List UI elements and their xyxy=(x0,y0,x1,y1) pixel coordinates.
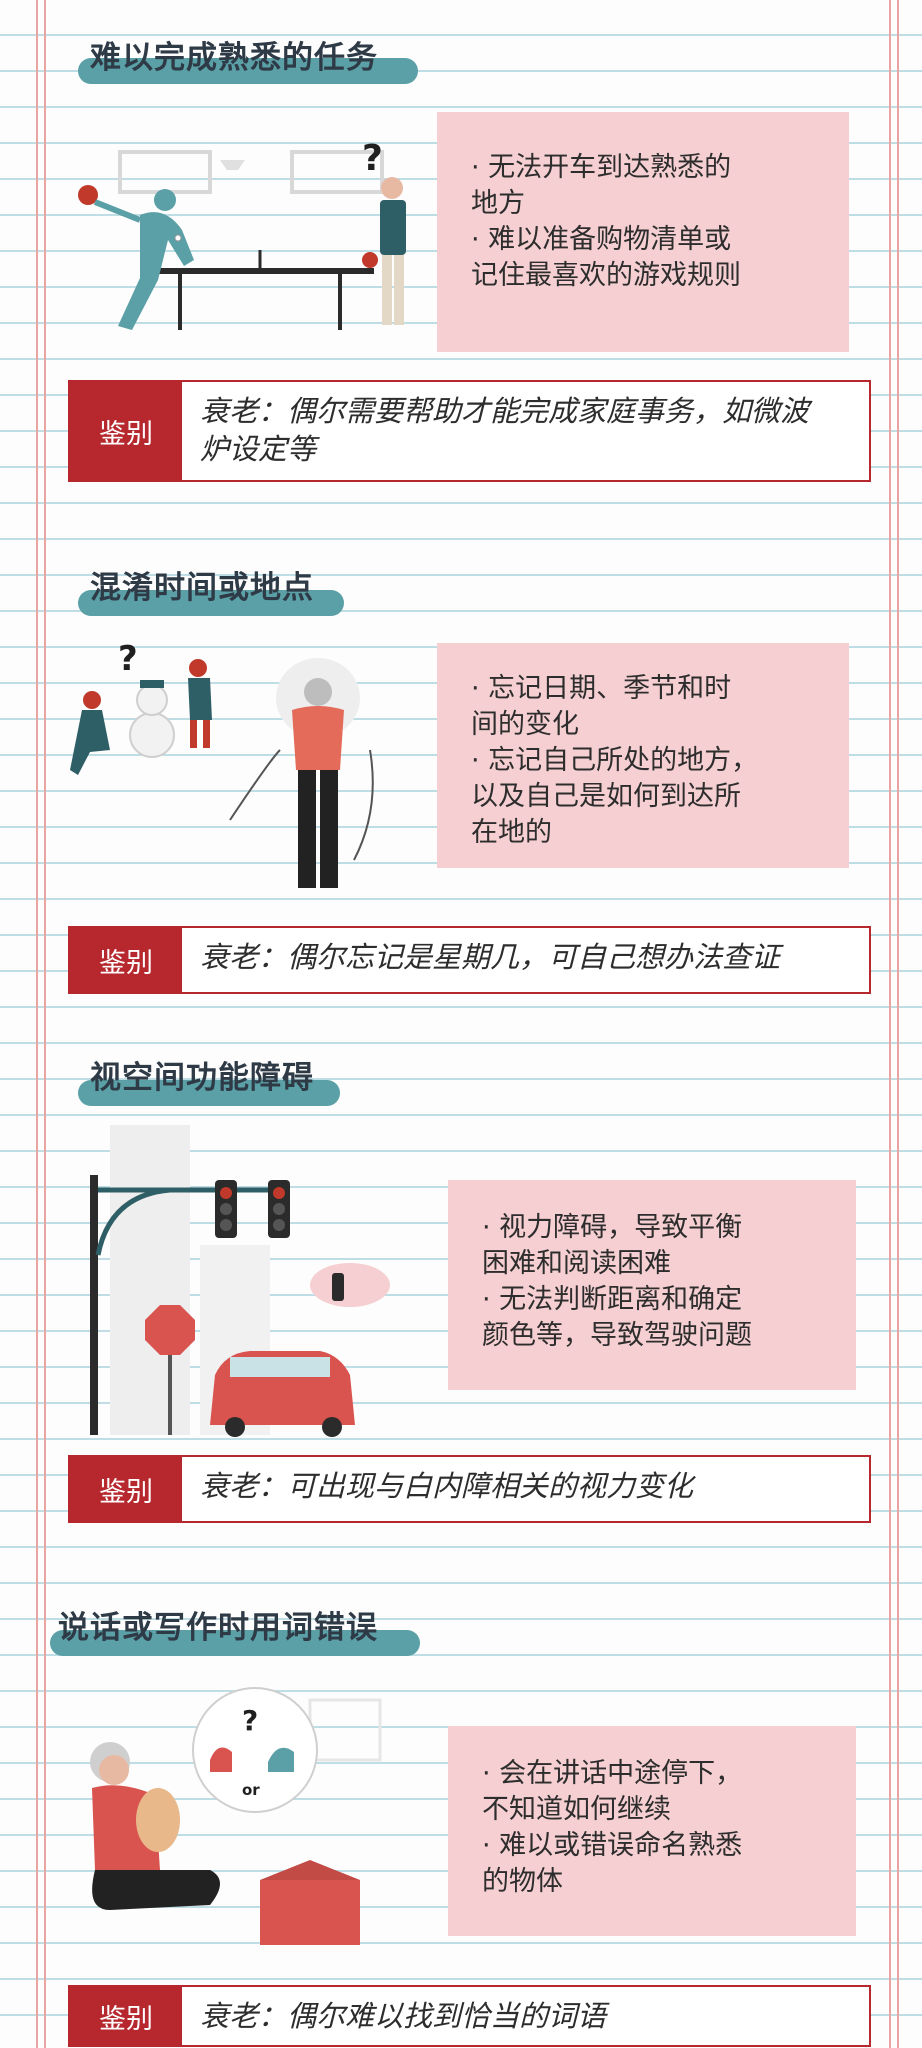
symptom-line: · 视力障碍，导致平衡 xyxy=(482,1212,743,1243)
identify-text: 衰老：偶尔忘记是星期几，可自己想办法查证 xyxy=(182,928,869,992)
symptom-line: 以及自己是如何到达所 xyxy=(471,781,741,812)
identify-line: 炉设定等 xyxy=(200,432,317,466)
identify-text: 衰老：偶尔难以找到恰当的词语 xyxy=(182,1987,869,2045)
section-title: 说话或写作时用词错误 xyxy=(58,1610,378,1646)
symptom-line: · 无法判断距离和确定 xyxy=(482,1284,743,1315)
svg-text:?: ? xyxy=(118,640,138,679)
section-title: 视空间功能障碍 xyxy=(90,1060,314,1096)
identify-line: 衰老：偶尔忘记是星期几，可自己想办法查证 xyxy=(200,940,781,974)
identify-text: 衰老：偶尔需要帮助才能完成家庭事务，如微波 炉设定等 xyxy=(182,382,869,480)
snowman-icon: ? xyxy=(70,640,374,888)
symptom-box: · 无法开车到达熟悉的 地方 · 难以准备购物清单或 记住最喜欢的游戏规则 xyxy=(437,112,849,352)
symptom-line: · 难以准备购物清单或 xyxy=(471,224,732,255)
identify-row: 鉴别 衰老：偶尔需要帮助才能完成家庭事务，如微波 炉设定等 xyxy=(68,380,871,482)
title-underline xyxy=(78,1080,340,1106)
identify-row: 鉴别 衰老：可出现与白内障相关的视力变化 xyxy=(68,1455,871,1523)
symptom-line: 间的变化 xyxy=(471,709,579,740)
svg-text:?: ? xyxy=(362,140,383,179)
symptom-line: 颜色等，导致驾驶问题 xyxy=(482,1320,752,1351)
identify-row: 鉴别 衰老：偶尔忘记是星期几，可自己想办法查证 xyxy=(68,926,871,994)
symptom-line: 地方 xyxy=(471,188,525,219)
section-title: 难以完成熟悉的任务 xyxy=(90,40,378,76)
identify-label: 鉴别 xyxy=(70,1987,182,2045)
symptom-line: · 无法开车到达熟悉的 xyxy=(471,152,732,183)
title-underline xyxy=(78,590,344,616)
identify-line: 衰老：偶尔需要帮助才能完成家庭事务，如微波 xyxy=(200,394,810,428)
identify-text: 衰老：可出现与白内障相关的视力变化 xyxy=(182,1457,869,1521)
symptom-line: 在地的 xyxy=(471,817,552,848)
identify-row: 鉴别 衰老：偶尔难以找到恰当的词语 xyxy=(68,1985,871,2047)
symptom-box: · 视力障碍，导致平衡 困难和阅读困难 · 无法判断距离和确定 颜色等，导致驾驶… xyxy=(448,1180,856,1390)
cat-dog-icon: ? or xyxy=(90,1687,382,1945)
symptom-box: · 忘记日期、季节和时 间的变化 · 忘记自己所处的地方， 以及自己是如何到达所… xyxy=(437,643,849,868)
identify-label: 鉴别 xyxy=(70,928,182,992)
identify-label: 鉴别 xyxy=(70,1457,182,1521)
table-tennis-icon: ? xyxy=(78,140,406,330)
symptom-line: 不知道如何继续 xyxy=(482,1794,671,1825)
identify-label: 鉴别 xyxy=(70,382,182,480)
symptom-line: · 忘记日期、季节和时 xyxy=(471,673,732,704)
svg-text:?: ? xyxy=(242,1704,258,1737)
identify-line: 衰老：可出现与白内障相关的视力变化 xyxy=(200,1469,694,1503)
symptom-line: 记住最喜欢的游戏规则 xyxy=(471,260,741,291)
symptom-line: 困难和阅读困难 xyxy=(482,1248,671,1279)
title-underline xyxy=(78,58,418,84)
symptom-line: · 难以或错误命名熟悉 xyxy=(482,1830,743,1861)
title-underline xyxy=(50,1630,420,1656)
symptom-box: · 会在讲话中途停下， 不知道如何继续 · 难以或错误命名熟悉 的物体 xyxy=(448,1726,856,1936)
symptom-line: · 会在讲话中途停下， xyxy=(482,1758,743,1789)
symptom-line: 的物体 xyxy=(482,1866,563,1897)
traffic-light-icon xyxy=(90,1125,390,1437)
identify-line: 衰老：偶尔难以找到恰当的词语 xyxy=(200,1999,607,2033)
section-title: 混淆时间或地点 xyxy=(90,570,314,606)
bubble-or-text: or xyxy=(242,1781,260,1799)
symptom-line: · 忘记自己所处的地方， xyxy=(471,745,759,776)
